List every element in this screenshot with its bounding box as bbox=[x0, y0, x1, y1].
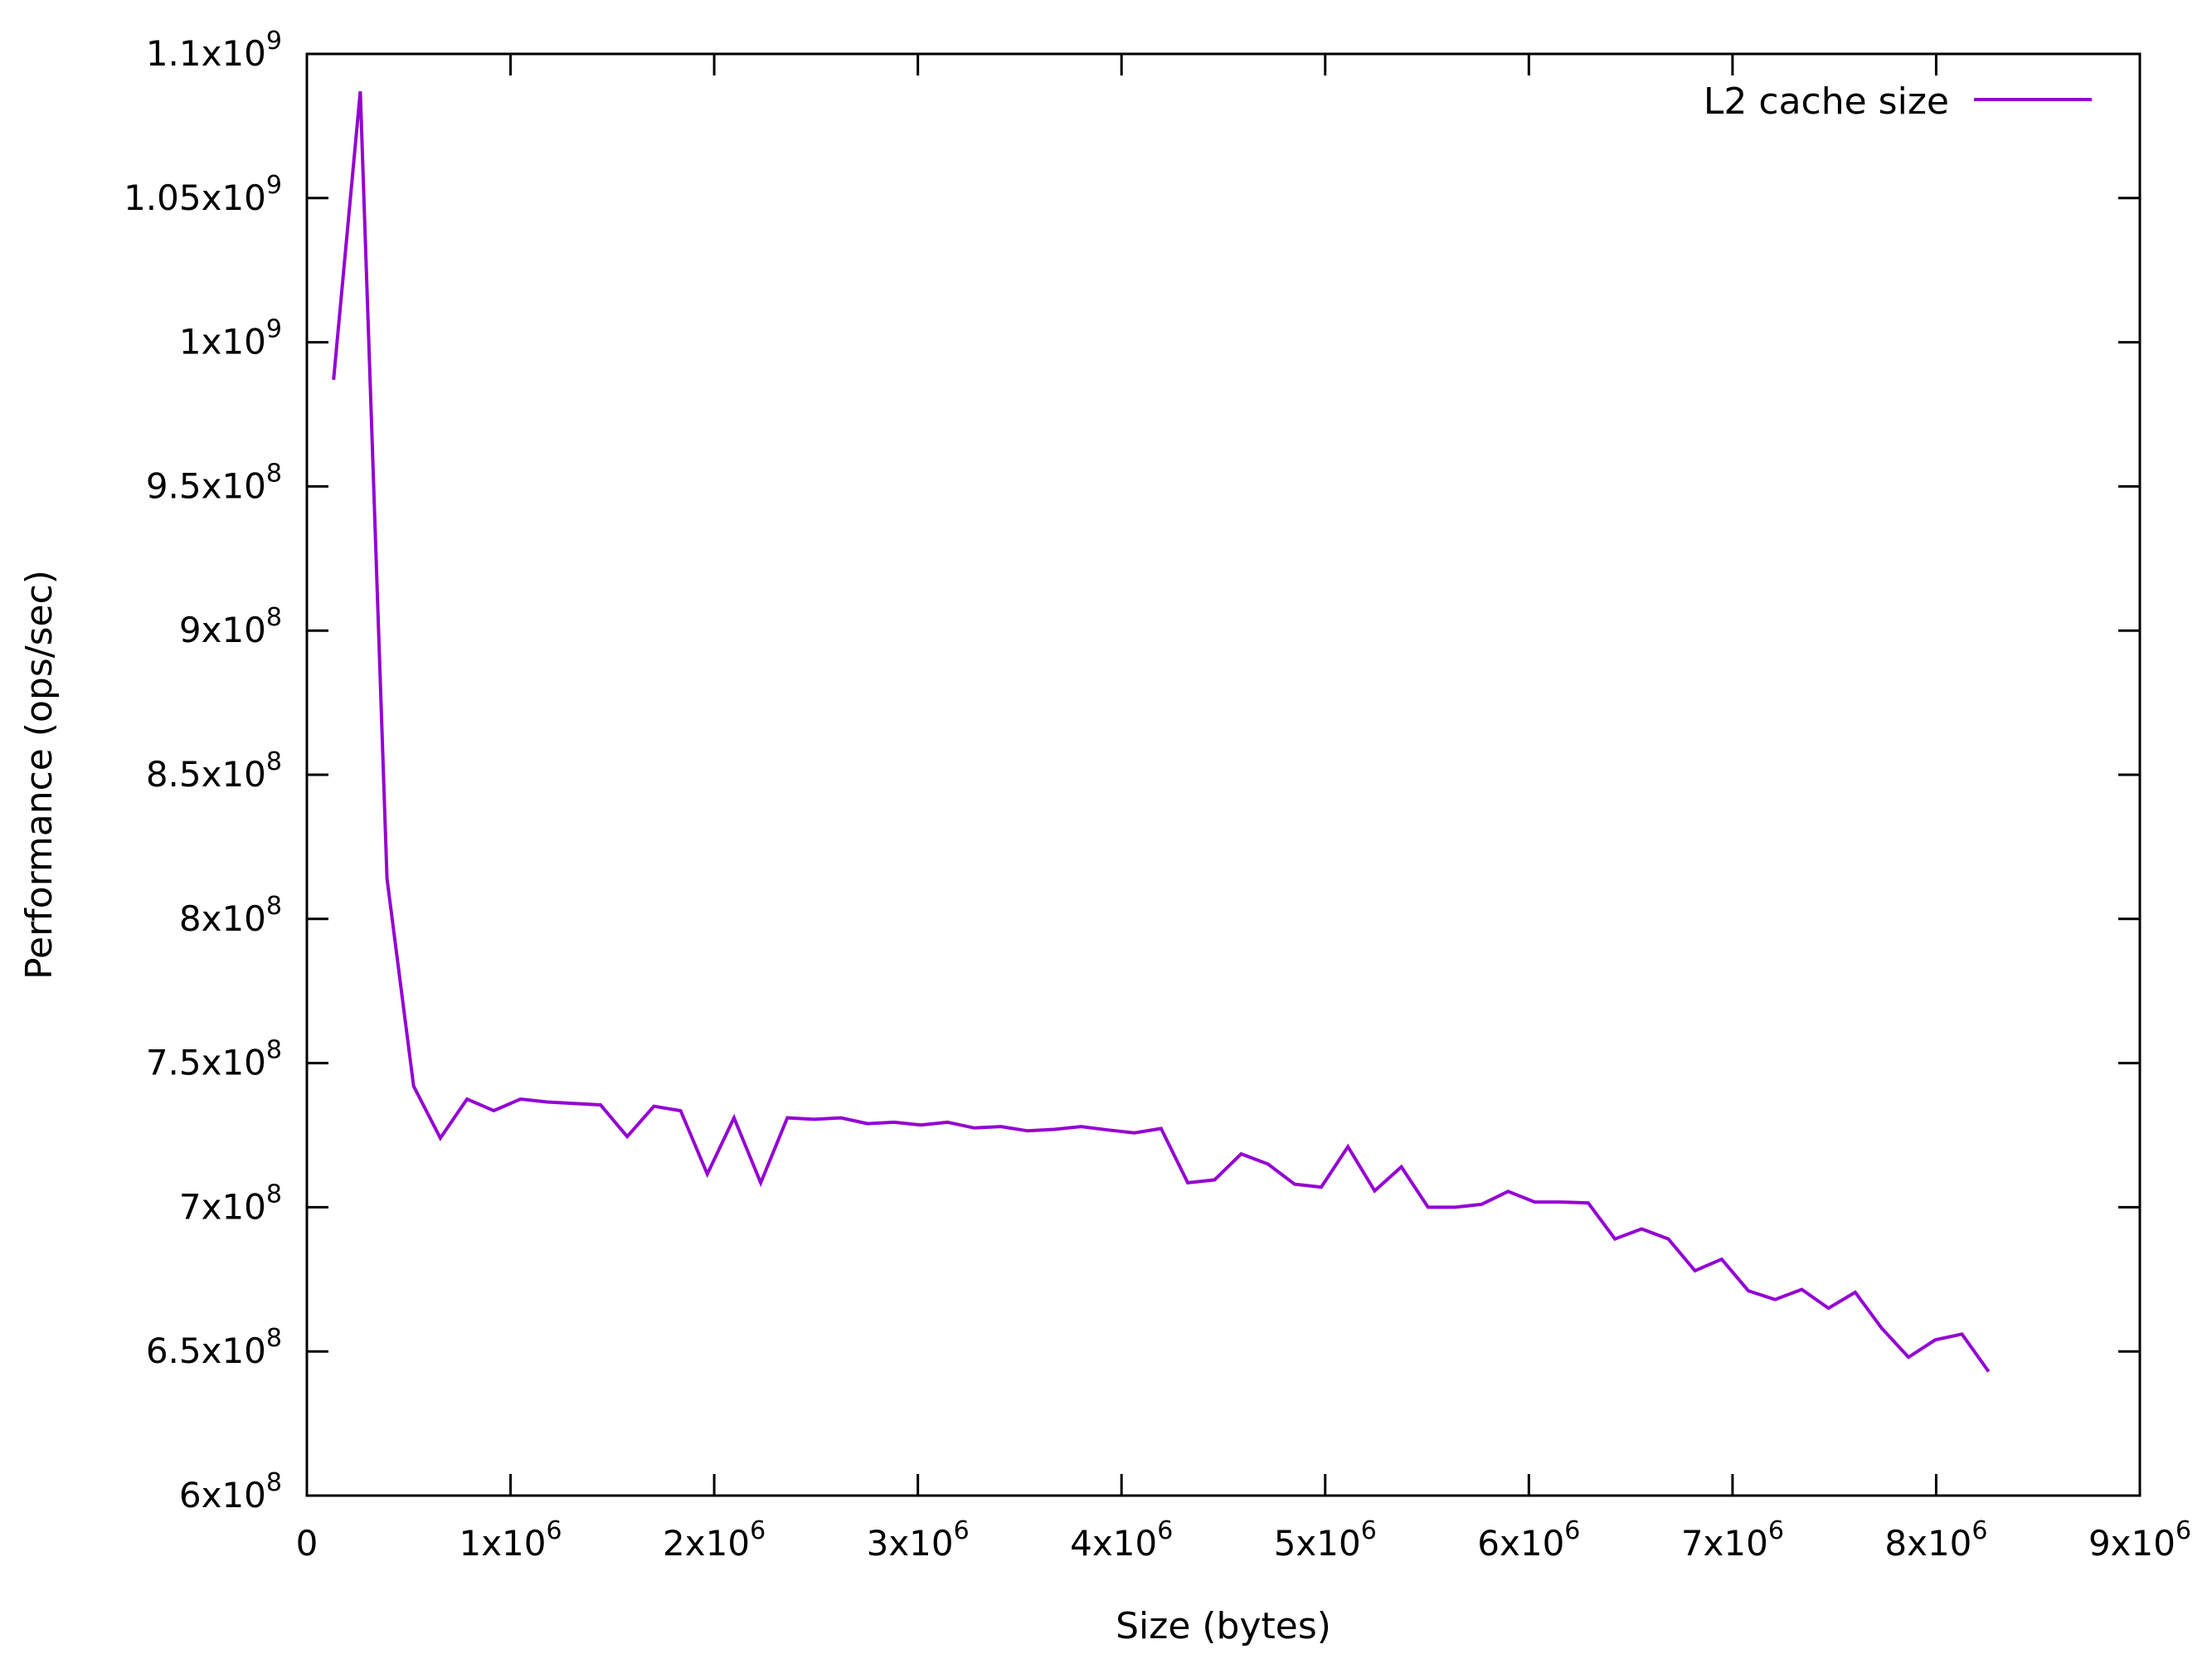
y-tick-label-base: 8.5x10 bbox=[146, 754, 266, 795]
x-tick-label: 2x106 bbox=[663, 1516, 766, 1564]
x-tick-label-base: 2x10 bbox=[663, 1523, 750, 1564]
y-axis-title: Performance (ops/sec) bbox=[18, 570, 61, 980]
x-tick-label: 3x106 bbox=[867, 1516, 970, 1564]
y-tick-label: 6x108 bbox=[179, 1468, 282, 1515]
x-tick-label: 6x106 bbox=[1477, 1516, 1580, 1564]
x-tick-label: 5x106 bbox=[1274, 1516, 1377, 1564]
x-tick-label-exponent: 6 bbox=[954, 1516, 970, 1545]
y-tick-label-exponent: 8 bbox=[266, 1324, 282, 1353]
x-tick-label: 8x106 bbox=[1884, 1516, 1987, 1564]
y-tick-label-base: 1.1x10 bbox=[146, 33, 266, 74]
x-tick-label: 0 bbox=[296, 1523, 318, 1564]
y-tick-label: 8.5x108 bbox=[146, 747, 282, 795]
y-tick-label: 1x109 bbox=[179, 315, 282, 362]
plot-area-frame bbox=[305, 52, 2142, 1497]
y-tick-label-base: 1.05x10 bbox=[124, 178, 266, 218]
x-tick-label-exponent: 6 bbox=[1361, 1516, 1377, 1545]
x-tick-label-exponent: 6 bbox=[750, 1516, 766, 1545]
legend-entry-label: L2 cache size bbox=[1704, 80, 1949, 123]
y-tick-label: 8x108 bbox=[179, 892, 282, 939]
y-tick-label: 6.5x108 bbox=[146, 1324, 282, 1371]
series-line bbox=[332, 91, 1991, 1373]
x-tick-label: 1x106 bbox=[459, 1516, 562, 1564]
x-axis: 0 1x106 2x106 3x106 4x106 5x106 6x106 7x106 8x10… bbox=[296, 54, 2191, 1564]
y-tick-label-exponent: 8 bbox=[266, 1180, 282, 1209]
x-tick-label-base: 0 bbox=[296, 1523, 318, 1564]
x-tick-label-base: 8x10 bbox=[1884, 1523, 1971, 1564]
y-tick-label-base: 9x10 bbox=[179, 610, 266, 650]
y-tick-label-base: 6x10 bbox=[179, 1475, 266, 1515]
x-tick-label-base: 9x10 bbox=[2088, 1523, 2176, 1564]
y-tick-label-exponent: 8 bbox=[266, 603, 282, 632]
y-tick-label: 7.5x108 bbox=[146, 1036, 282, 1083]
y-tick-label-exponent: 9 bbox=[266, 27, 282, 56]
y-tick-label: 9x108 bbox=[179, 603, 282, 650]
y-tick-label-exponent: 9 bbox=[266, 171, 282, 200]
x-tick-label-exponent: 6 bbox=[1971, 1516, 1987, 1545]
x-tick-label-exponent: 6 bbox=[1768, 1516, 1784, 1545]
y-tick-label-exponent: 8 bbox=[266, 1468, 282, 1497]
y-tick-label-base: 7x10 bbox=[179, 1186, 266, 1227]
x-tick-label-base: 7x10 bbox=[1681, 1523, 1768, 1564]
y-tick-label-exponent: 8 bbox=[266, 459, 282, 488]
series-layer bbox=[332, 91, 1991, 1373]
legend: L2 cache size bbox=[1704, 80, 2092, 123]
x-tick-label-exponent: 6 bbox=[547, 1516, 562, 1545]
x-tick-label: 7x106 bbox=[1681, 1516, 1784, 1564]
y-tick-label-base: 1x10 bbox=[179, 322, 266, 362]
x-tick-label-base: 3x10 bbox=[867, 1523, 954, 1564]
y-tick-label: 1.05x109 bbox=[124, 171, 282, 218]
y-tick-label-exponent: 8 bbox=[266, 747, 282, 776]
y-tick-label-exponent: 8 bbox=[266, 1036, 282, 1065]
x-tick-label-exponent: 6 bbox=[1564, 1516, 1580, 1545]
x-axis-title: Size (bytes) bbox=[1116, 1605, 1331, 1647]
y-tick-label-base: 8x10 bbox=[179, 898, 266, 939]
x-tick-label-base: 1x10 bbox=[459, 1523, 546, 1564]
y-tick-label: 7x108 bbox=[179, 1180, 282, 1227]
y-tick-label: 9.5x108 bbox=[146, 459, 282, 506]
x-tick-label: 4x106 bbox=[1070, 1516, 1173, 1564]
y-tick-label-base: 7.5x10 bbox=[146, 1043, 266, 1083]
x-tick-label-exponent: 6 bbox=[1157, 1516, 1173, 1545]
x-tick-label-base: 4x10 bbox=[1070, 1523, 1157, 1564]
x-tick-label-base: 5x10 bbox=[1274, 1523, 1361, 1564]
x-tick-label-exponent: 6 bbox=[2176, 1516, 2191, 1545]
x-tick-label: 9x106 bbox=[2088, 1516, 2191, 1564]
y-tick-label-exponent: 8 bbox=[266, 892, 282, 921]
y-tick-label-exponent: 9 bbox=[266, 315, 282, 344]
y-tick-label-base: 6.5x10 bbox=[146, 1331, 266, 1371]
y-tick-label-base: 9.5x10 bbox=[146, 465, 266, 506]
x-tick-label-base: 6x10 bbox=[1477, 1523, 1564, 1564]
y-tick-label: 1.1x109 bbox=[146, 27, 282, 74]
y-axis: 6x1086.5x1087x1087.5x1088x1088.5x1089x10… bbox=[124, 27, 2140, 1515]
